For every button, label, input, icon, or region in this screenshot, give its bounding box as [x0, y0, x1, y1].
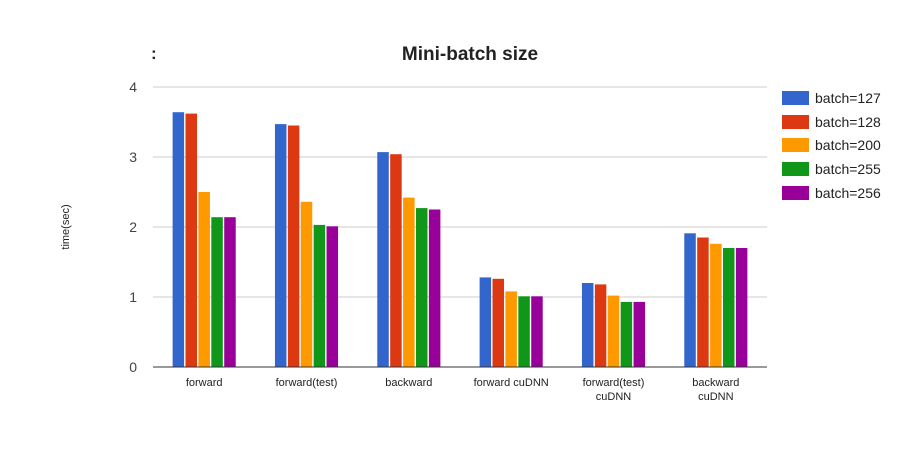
bar — [735, 248, 748, 367]
x-tick-label: forward — [186, 377, 223, 389]
bar — [505, 291, 517, 367]
bar — [287, 125, 300, 367]
legend-swatch — [782, 138, 809, 153]
legend-item: batch=256 — [782, 181, 881, 205]
legend-swatch — [782, 186, 809, 201]
chart-title-prefix: : — [151, 44, 157, 63]
chart-title: Mini-batch size — [401, 44, 539, 65]
bar — [607, 295, 620, 367]
legend-label: batch=127 — [815, 89, 881, 106]
bar — [198, 192, 210, 367]
legend-swatch — [782, 162, 809, 177]
y-tick-label: 1 — [129, 289, 137, 305]
bar — [518, 296, 530, 367]
bar — [633, 301, 646, 367]
y-tick-label: 4 — [129, 79, 137, 95]
legend-label: batch=128 — [815, 113, 881, 130]
bar — [274, 124, 287, 367]
bar — [479, 277, 492, 367]
legend-swatch — [782, 90, 809, 105]
legend-item: batch=128 — [782, 110, 881, 134]
bar — [415, 208, 428, 367]
chart-legend: batch=127 batch=128 batch=200 batch=255 batc… — [782, 86, 881, 205]
legend-item: batch=200 — [782, 134, 881, 158]
bar — [620, 301, 633, 367]
bar — [428, 209, 441, 367]
bar — [172, 112, 185, 367]
bar — [710, 243, 722, 367]
x-tick-label: forward(test) cuDNN — [583, 377, 645, 403]
bar — [313, 224, 326, 367]
bar — [594, 284, 607, 367]
y-tick-label: 0 — [129, 359, 137, 375]
legend-label: batch=256 — [815, 185, 881, 202]
legend-item: batch=127 — [782, 86, 881, 110]
bar — [531, 296, 543, 367]
bar — [326, 226, 339, 367]
legend-swatch — [782, 114, 809, 129]
bar — [492, 278, 505, 367]
bar — [224, 217, 236, 367]
bar — [211, 217, 223, 367]
x-tick-label: forward cuDNN — [474, 377, 549, 389]
x-tick-label: backward cuDNN — [692, 377, 739, 403]
x-tick-label: forward(test) — [276, 377, 338, 389]
bar — [403, 197, 415, 367]
bar — [722, 248, 735, 367]
bar — [684, 233, 696, 367]
legend-item: batch=255 — [782, 157, 881, 181]
y-tick-label: 2 — [129, 219, 137, 235]
bar — [377, 152, 389, 367]
y-tick-label: 3 — [129, 149, 137, 165]
x-tick-label: backward — [385, 377, 432, 389]
legend-label: batch=255 — [815, 161, 881, 178]
bar — [697, 237, 709, 367]
legend-label: batch=200 — [815, 137, 881, 154]
bar — [390, 154, 402, 367]
bar — [185, 113, 198, 367]
bar — [581, 283, 594, 367]
bar — [300, 201, 313, 367]
